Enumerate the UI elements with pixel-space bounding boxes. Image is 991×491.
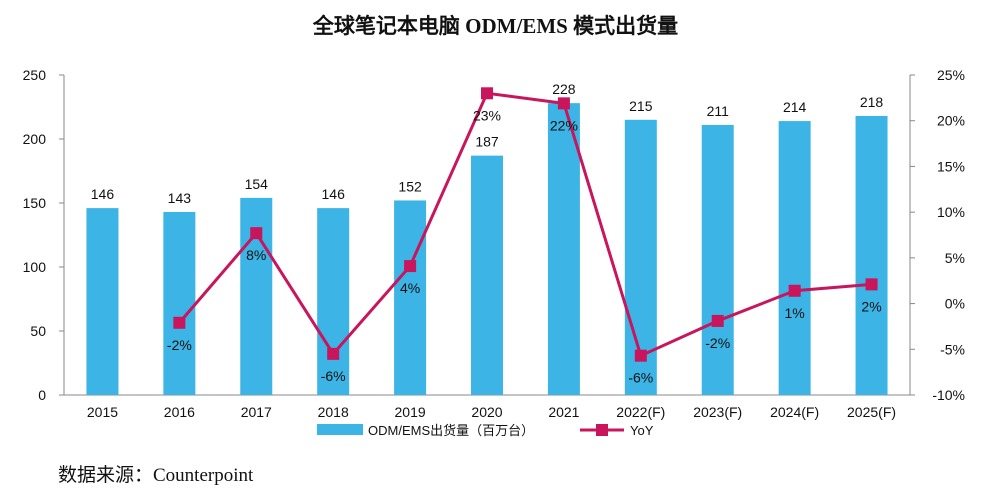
yoy-value-label: 1% — [785, 305, 805, 321]
x-tick-label: 2017 — [241, 404, 272, 420]
bar-value-label: 143 — [168, 190, 192, 206]
yoy-marker — [327, 347, 340, 360]
chart-title: 全球笔记本电脑 ODM/EMS 模式出货量 — [312, 14, 679, 38]
yoy-marker — [404, 260, 417, 273]
legend-bar-label: ODM/EMS出货量（百万台） — [368, 423, 534, 438]
bar — [317, 208, 350, 395]
bar — [624, 119, 657, 396]
bar-value-label: 146 — [91, 186, 115, 202]
right-tick-label: 25% — [937, 67, 965, 83]
data-labels: 146 143 154 146 152 187 228 215 211 214 218 -2% 8% -6… — [91, 81, 884, 386]
left-tick-label: 50 — [30, 323, 46, 339]
bar — [547, 103, 580, 395]
x-tick-label: 2021 — [548, 404, 579, 420]
right-tick-label: 20% — [937, 113, 965, 129]
bar — [394, 200, 427, 395]
yoy-marker — [788, 284, 801, 297]
yoy-value-label: 23% — [473, 107, 501, 123]
right-tick-label: -10% — [932, 387, 965, 403]
yoy-value-label: 8% — [246, 247, 266, 263]
left-tick-label: 100 — [23, 259, 47, 275]
yoy-value-label: -2% — [705, 335, 730, 351]
x-tick-label: 2025(F) — [847, 404, 896, 420]
yoy-marker — [865, 278, 878, 291]
axes: 0 50 100 150 200 250 -10% -5% 0% 5% 10% 15% 20% 25% 20… — [23, 67, 965, 420]
x-tick-label: 2016 — [164, 404, 195, 420]
bar — [86, 208, 119, 395]
yoy-value-label: -6% — [321, 368, 346, 384]
bar-value-label: 154 — [245, 176, 269, 192]
x-tick-label: 2015 — [87, 404, 118, 420]
bar-value-label: 228 — [552, 81, 576, 97]
legend: ODM/EMS出货量（百万台） YoY — [317, 423, 654, 438]
yoy-value-label: -2% — [167, 337, 192, 353]
yoy-value-label: 22% — [550, 117, 578, 133]
x-tick-label: 2018 — [318, 404, 349, 420]
right-tick-label: 10% — [937, 204, 965, 220]
left-tick-label: 200 — [23, 131, 47, 147]
bar-value-label: 218 — [860, 94, 884, 110]
source-note: 数据来源：Counterpoint — [58, 465, 254, 486]
bar — [471, 155, 503, 395]
bar-value-label: 211 — [707, 103, 730, 119]
bar-series — [86, 103, 888, 396]
yoy-value-label: -6% — [628, 370, 653, 386]
x-tick-label: 2024(F) — [770, 404, 819, 420]
right-tick-label: 5% — [945, 250, 965, 266]
right-tick-label: 0% — [945, 296, 965, 312]
left-tick-label: 150 — [23, 195, 47, 211]
bar — [855, 115, 888, 396]
left-tick-label: 0 — [38, 387, 46, 403]
bar — [778, 121, 811, 395]
bar — [701, 124, 734, 396]
yoy-marker — [634, 349, 647, 362]
yoy-value-label: 2% — [861, 298, 881, 314]
bar-value-label: 152 — [398, 178, 422, 194]
yoy-value-label: 4% — [400, 280, 420, 296]
yoy-marker — [557, 97, 570, 110]
right-tick-label: -5% — [940, 341, 965, 357]
x-tick-label: 2022(F) — [616, 404, 665, 420]
yoy-marker — [173, 316, 186, 329]
yoy-marker — [711, 314, 724, 327]
yoy-marker — [250, 227, 263, 240]
x-tick-label: 2019 — [395, 404, 426, 420]
bar-value-label: 187 — [475, 134, 499, 150]
yoy-line — [178, 91, 872, 358]
x-tick-label: 2020 — [471, 404, 502, 420]
yoy-line-series — [173, 87, 878, 362]
bar — [163, 211, 196, 395]
bar-value-label: 214 — [783, 99, 807, 115]
bar-value-label: 146 — [322, 186, 346, 202]
yoy-marker — [481, 87, 493, 100]
x-tick-label: 2023(F) — [693, 404, 742, 420]
legend-bar-swatch — [317, 424, 363, 435]
left-tick-label: 250 — [23, 67, 47, 83]
legend-line-marker — [596, 424, 608, 436]
right-tick-label: 15% — [937, 158, 965, 174]
legend-line-label: YoY — [630, 423, 654, 438]
bar-value-label: 215 — [629, 98, 653, 114]
